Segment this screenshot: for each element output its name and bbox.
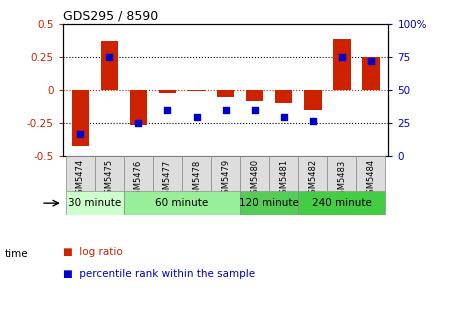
Point [222, 107, 229, 113]
Point [164, 107, 171, 113]
Bar [130, 90, 147, 125]
Text: GDS295 / 8590: GDS295 / 8590 [63, 9, 158, 23]
Point [367, 58, 374, 64]
Text: GSM5478: GSM5478 [192, 159, 201, 200]
Bar [298, 157, 327, 191]
Bar [153, 157, 182, 191]
Text: ■  log ratio: ■ log ratio [63, 247, 123, 257]
Bar [71, 90, 89, 146]
Bar [240, 157, 269, 191]
Point [309, 118, 317, 123]
Bar [333, 39, 351, 90]
Text: time: time [4, 249, 28, 259]
Text: GSM5477: GSM5477 [163, 159, 172, 200]
Bar [124, 157, 153, 191]
Point [338, 54, 345, 59]
Bar [188, 90, 205, 91]
Text: 30 minute: 30 minute [68, 198, 122, 208]
Bar [357, 157, 386, 191]
Bar [298, 191, 386, 215]
Bar [240, 191, 298, 215]
Text: GSM5483: GSM5483 [337, 159, 346, 200]
Bar [124, 191, 240, 215]
Point [77, 131, 84, 136]
Bar [304, 90, 321, 110]
Text: GSM5479: GSM5479 [221, 159, 230, 199]
Text: GSM5482: GSM5482 [308, 159, 317, 199]
Point [106, 54, 113, 59]
Text: GSM5480: GSM5480 [250, 159, 259, 199]
Bar [269, 157, 298, 191]
Bar [327, 157, 357, 191]
Bar [275, 90, 292, 103]
Text: 240 minute: 240 minute [312, 198, 372, 208]
Bar [182, 157, 211, 191]
Bar [95, 157, 124, 191]
Bar [66, 191, 124, 215]
Text: GSM5484: GSM5484 [366, 159, 375, 199]
Bar [211, 157, 240, 191]
Bar [159, 90, 176, 93]
Bar [217, 90, 234, 97]
Text: ■  percentile rank within the sample: ■ percentile rank within the sample [63, 269, 255, 279]
Point [193, 114, 200, 119]
Bar [66, 157, 95, 191]
Bar [246, 90, 264, 101]
Point [135, 121, 142, 126]
Text: 120 minute: 120 minute [239, 198, 299, 208]
Text: GSM5474: GSM5474 [76, 159, 85, 199]
Text: GSM5475: GSM5475 [105, 159, 114, 199]
Bar [101, 41, 118, 90]
Bar [362, 57, 380, 90]
Text: GSM5481: GSM5481 [279, 159, 288, 199]
Text: GSM5476: GSM5476 [134, 159, 143, 200]
Point [280, 114, 287, 119]
Point [251, 107, 258, 113]
Text: 60 minute: 60 minute [155, 198, 209, 208]
